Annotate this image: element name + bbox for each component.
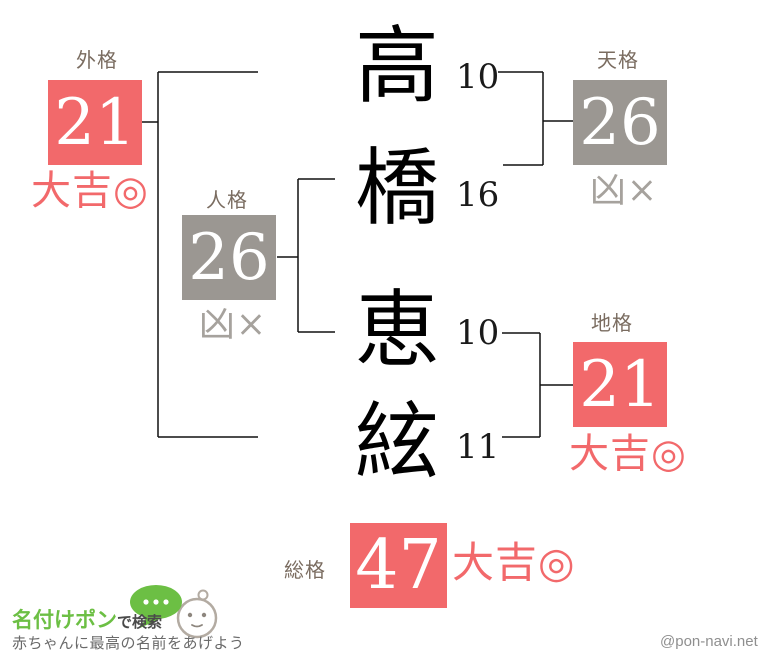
logo-icons <box>130 585 218 639</box>
chikaku-value: 21 <box>579 347 661 422</box>
name-char-4: 絃 <box>354 393 439 491</box>
baby-face-icon <box>176 589 218 639</box>
soukaku-value: 47 <box>355 525 442 605</box>
stroke-count-4: 11 <box>456 427 500 467</box>
tenkaku-value-box: 26 <box>573 80 667 165</box>
logo-tagline: 赤ちゃんに最高の名前をあげよう <box>12 635 245 652</box>
logo-suffix: で検索 <box>117 614 163 631</box>
jinkaku-result: 凶× <box>198 304 268 345</box>
stroke-count-1: 10 <box>456 57 500 97</box>
credit-watermark: @pon-navi.net <box>660 633 758 650</box>
soukaku-label: 総格 <box>284 560 326 582</box>
stroke-count-2: 16 <box>456 175 500 215</box>
gaikaku-value-box: 21 <box>48 80 142 165</box>
soukaku-value-box: 47 <box>350 523 447 608</box>
tenkaku-result: 凶× <box>589 170 659 211</box>
jinkaku-value: 26 <box>188 220 270 295</box>
chikaku-value-box: 21 <box>573 342 667 427</box>
chikaku-result: 大吉◎ <box>569 431 687 477</box>
chikaku-label: 地格 <box>591 313 633 335</box>
jinkaku-value-box: 26 <box>182 215 276 300</box>
soukaku-result: 大吉◎ <box>452 538 576 587</box>
logo-text: 名付けポン <box>12 609 117 632</box>
tenkaku-label: 天格 <box>597 50 639 72</box>
name-char-1: 高 <box>354 17 439 115</box>
name-char-2: 橋 <box>354 139 439 237</box>
jinkaku-label: 人格 <box>206 190 248 212</box>
stroke-count-3: 10 <box>456 313 500 353</box>
name-char-3: 恵 <box>354 281 439 379</box>
tenkaku-value: 26 <box>579 85 661 160</box>
gaikaku-value: 21 <box>54 85 136 160</box>
speech-bubble-icon <box>130 585 182 628</box>
logo: 名付けポンで検索 <box>12 604 162 634</box>
gaikaku-label: 外格 <box>76 50 118 72</box>
gaikaku-result: 大吉◎ <box>31 168 149 214</box>
